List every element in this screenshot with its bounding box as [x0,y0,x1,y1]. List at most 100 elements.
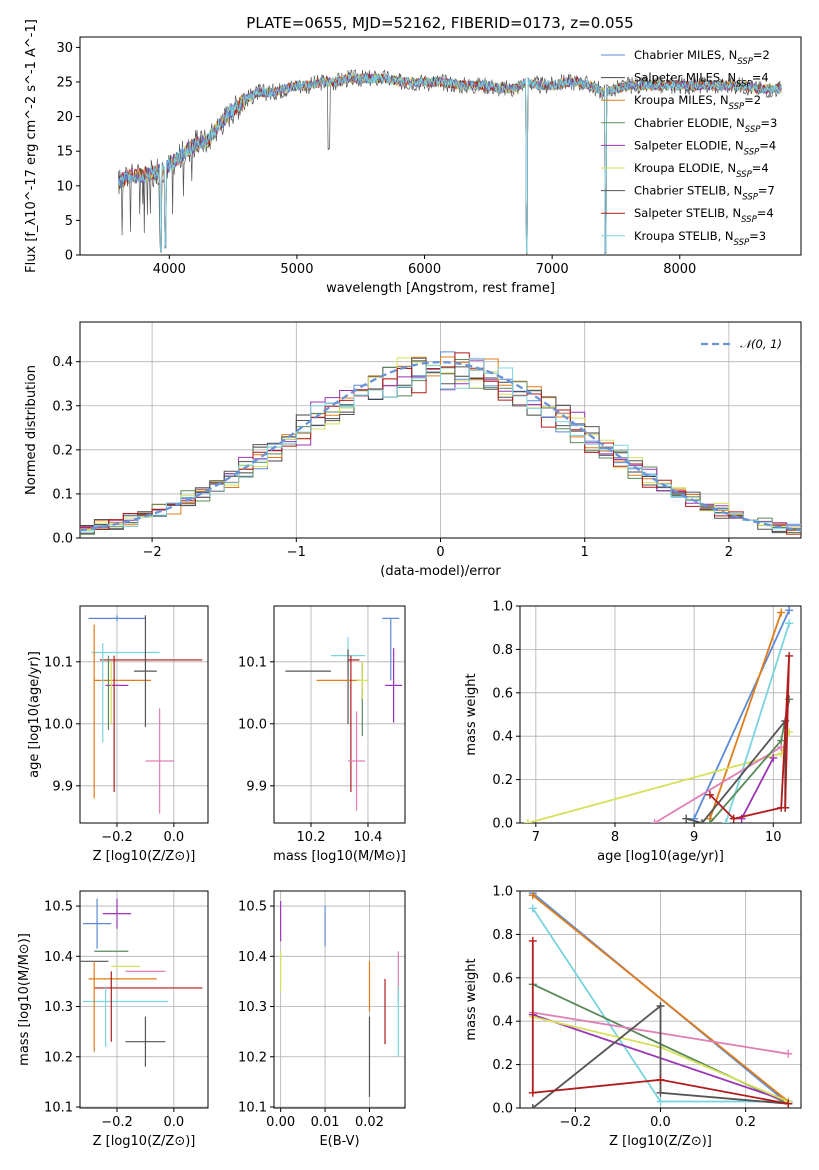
age-vs-mass-xtick-label: 10.2 [297,830,326,845]
histogram-salpeter_elodie [80,359,801,528]
weight-vs-Z-ytick-label: 0.8 [492,928,513,943]
mass-vs-Z-xtick-label: −0.2 [101,1115,133,1130]
mass-vs-ebv-axes: 0.00 0.01 0.02 10.1 10.2 10.3 10.4 10.5 E(B-V) [238,890,406,1149]
age-vs-Z-ytick-label: 10.1 [44,655,73,670]
weight-vs-age-ytick-label: 0.2 [492,773,513,788]
mass-vs-Z-axes: −0.2 0.0 10.1 10.2 10.3 10.4 10.5 Z [log10(Z/Z⊙… [17,890,209,1149]
residuals-xtick-label: −1 [287,545,306,560]
weight-vs-age-marker-salpeter_elodie [769,753,778,762]
weight-vs-Z-xtick-label: −0.2 [560,1115,592,1130]
legend-label: Kroupa MILES, NSSP=2 [634,93,761,112]
residuals-xtick-label: 0 [436,545,444,560]
weight-vs-Z-ytick-label: 0.4 [492,1015,513,1030]
legend-label: Kroupa STELIB, NSSP=3 [634,229,766,248]
weight-vs-Z-marker-salpeter_stelib [528,1088,537,1097]
histogram-kroupa_stelib [80,357,801,532]
weight-vs-age-line-pink [654,746,782,823]
spectrum-line-chabrier_miles [117,74,782,255]
weight-vs-age-marker-chabrier_elodie [705,819,714,823]
weight-vs-age-frame [519,605,802,824]
residuals-ytick-label: 0.3 [52,399,73,414]
spectrum-xtick-label: 8000 [663,262,696,277]
weight-vs-Z-xlabel: Z [log10(Z/Z⊙)] [609,1134,712,1149]
weight-vs-age-marker-kroupa_miles [777,608,786,617]
weight-vs-age-ylabel: mass weight [464,673,479,755]
spectrum-ytick-label: 10 [56,179,73,194]
age-vs-mass-ytick-label: 10.1 [238,655,267,670]
weight-vs-age-marker-kroupa_stelib [785,619,794,628]
residuals-ytick-label: 0.1 [52,487,73,502]
residuals-ylabel: Normed distribution [24,365,39,495]
weight-vs-Z-xtick-label: 0.2 [735,1115,756,1130]
weight-vs-age-ytick-label: 0.8 [492,643,513,658]
weight-vs-age-line-kroupa_miles [709,612,783,819]
weight-vs-age-marker-kroupa_stelib [721,819,730,823]
weight-vs-age-axes: 7 8 9 10 0.0 0.2 0.4 0.6 0.8 1.0 age [log10(age/yr… [464,600,802,864]
normal-curve [79,360,802,532]
mass-vs-ebv-ytick-label: 10.3 [238,1000,267,1015]
age-vs-Z-ytick-label: 9.9 [52,779,73,794]
age-vs-mass-frame [273,605,406,824]
mass-vs-ebv-xtick-label: 0.01 [311,1115,340,1130]
mass-vs-Z-ytick-label: 10.3 [44,1000,73,1015]
age-vs-mass-axes: 10.2 10.4 9.9 10.0 10.1 mass [log10(M/M⊙)] [238,605,406,864]
mass-vs-Z-ytick-label: 10.4 [44,950,73,965]
weight-vs-age-ytick-label: 1.0 [492,600,513,615]
weight-vs-age-marker-salpeter_stelib [729,814,738,823]
residuals-xtick-label: −2 [143,545,162,560]
residuals-ytick-label: 0.4 [52,355,73,370]
weight-vs-Z-ytick-label: 0.0 [492,1102,513,1117]
spectrum-axes: 4000 5000 6000 7000 8000 0 5 10 15 20 25 30 waveleng… [24,19,802,296]
weight-vs-age-line-kroupa_stelib [724,623,790,823]
spectrum-xtick-label: 6000 [408,262,441,277]
weight-vs-age-marker-pink [650,819,659,823]
weight-vs-Z-marker-salpeter_stelib [784,1099,793,1108]
weight-vs-Z-marker-salpeter_stelib [528,936,537,945]
weight-vs-Z-marker-salpeter_stelib [656,1075,665,1084]
spectrum-ytick-label: 0 [65,249,73,264]
residuals-xlabel: (data-model)/error [380,564,501,579]
weight-vs-Z-ytick-label: 0.2 [492,1058,513,1073]
mass-vs-ebv-ytick-label: 10.1 [238,1100,267,1115]
mass-vs-Z-ytick-label: 10.5 [44,900,73,915]
weight-vs-age-line-chabrier_miles [693,609,790,820]
weight-vs-Z-ylabel: mass weight [464,958,479,1040]
residuals-ytick-label: 0.0 [52,532,73,547]
mass-vs-ebv-xtick-label: 0.02 [355,1115,384,1130]
weight-vs-age-marker-salpeter_stelib [705,790,714,799]
weight-vs-age-line-salpeter_stelib [709,655,790,820]
weight-vs-age-ytick-label: 0.6 [492,686,513,701]
weight-vs-age-ytick-label: 0.4 [492,730,513,745]
weight-vs-Z-marker-pink [784,1049,793,1058]
weight-vs-Z-line-salpeter_stelib [531,940,789,1105]
spectrum-xtick-label: 5000 [280,262,313,277]
age-vs-Z-xtick-label: −0.2 [101,830,133,845]
spectrum-ytick-label: 30 [56,41,73,56]
weight-vs-age-xtick-label: 10 [765,830,782,845]
weight-vs-age-marker-salpeter_stelib [785,651,794,660]
weight-vs-Z-line-kroupa_miles [532,894,789,1103]
legend-label: Chabrier STELIB, NSSP=7 [634,184,775,203]
age-vs-mass-xlabel: mass [log10(M/M⊙)] [273,849,406,864]
weight-vs-Z-marker-chabrier_stelib [656,1002,665,1011]
residuals-xtick-label: 2 [725,545,733,560]
weight-vs-Z-axes: −0.2 0.0 0.2 0.0 0.2 0.4 0.6 0.8 1.0 Z [log10(Z/Z… [464,885,802,1149]
legend-label: Kroupa ELODIE, NSSP=4 [634,161,769,180]
spectrum-frame [79,36,802,256]
spectrum-xtick-label: 7000 [536,262,569,277]
weight-vs-Z-marker-chabrier_stelib [656,1088,665,1097]
spectrum-ylabel: Flux [f_λ10^-17 erg cm^-2 s^-1 A^-1] [24,19,39,273]
residuals-xtick-label: 1 [581,545,589,560]
mass-vs-ebv-xlabel: E(B-V) [319,1134,359,1149]
age-vs-Z-ylabel: age [log10(age/yr)] [27,651,42,778]
weight-vs-Z-ytick-label: 1.0 [492,885,513,900]
mass-vs-Z-xtick-label: 0.0 [164,1115,185,1130]
weight-vs-age-marker-chabrier_miles [785,606,794,615]
weight-vs-Z-marker-chabrier_stelib [528,1104,537,1108]
residuals-ytick-label: 0.2 [52,443,73,458]
weight-vs-age-ytick-label: 0.0 [492,817,513,832]
mass-vs-ebv-frame [273,890,406,1109]
mass-vs-ebv-xtick-label: 0.00 [266,1115,295,1130]
mass-vs-Z-ytick-label: 10.2 [44,1050,73,1065]
